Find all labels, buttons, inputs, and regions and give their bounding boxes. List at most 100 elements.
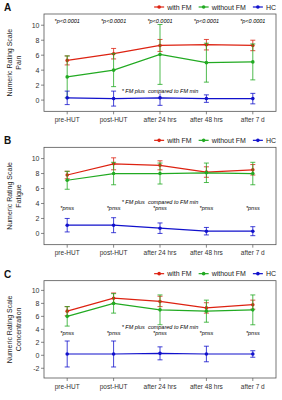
marks xyxy=(65,293,256,367)
error-bar xyxy=(111,341,116,367)
y-tick-label: 4 xyxy=(36,67,40,74)
point xyxy=(65,315,69,319)
y-axis-label-line: Concentration xyxy=(15,307,22,351)
x-tick-label: post-HUT xyxy=(100,116,128,124)
x-tick xyxy=(252,378,253,381)
point xyxy=(251,352,255,356)
point xyxy=(251,172,255,176)
y-tick xyxy=(41,203,44,204)
point xyxy=(112,172,116,176)
legend-item: without FM xyxy=(199,4,246,11)
point xyxy=(158,172,162,176)
point xyxy=(158,226,162,230)
legend-label: with FM xyxy=(166,4,192,11)
x-tick xyxy=(160,111,161,114)
y-tick xyxy=(41,329,44,330)
point xyxy=(205,309,209,313)
y-axis-label-line: Numeric Rating Scale xyxy=(6,29,14,97)
y-tick xyxy=(41,342,44,343)
legend: with FMwithout FMHC xyxy=(154,137,276,144)
y-tick-label: 2 xyxy=(36,82,40,89)
point xyxy=(251,308,255,312)
error-bar xyxy=(158,163,163,184)
legend-item: with FM xyxy=(154,4,192,11)
y-axis-label-line: Pain xyxy=(15,56,22,70)
y-tick-label: 2 xyxy=(36,339,40,346)
legend-marker xyxy=(157,5,161,9)
error-bar xyxy=(65,307,70,326)
point xyxy=(158,53,162,57)
legend-item: HC xyxy=(253,270,276,277)
x-tick xyxy=(252,245,253,248)
y-axis-label-line: Fatigue xyxy=(15,184,23,207)
point xyxy=(205,171,209,175)
y-tick-label: -2 xyxy=(33,365,39,372)
error-bar xyxy=(111,218,116,233)
x-tick-label: after 7 d xyxy=(241,116,265,123)
error-bar xyxy=(250,351,255,357)
panel: 0246810pre-HUTpost-HUTafter 24 hrsafter … xyxy=(4,2,276,124)
error-bar xyxy=(65,91,70,104)
x-tick-label: pre-HUT xyxy=(55,116,80,124)
x-tick xyxy=(160,378,161,381)
y-tick xyxy=(41,303,44,304)
x-tick xyxy=(113,111,114,114)
error-bar xyxy=(204,300,209,322)
point xyxy=(65,178,69,182)
x-tick xyxy=(67,378,68,381)
y-tick xyxy=(41,173,44,174)
series xyxy=(65,162,256,189)
x-tick xyxy=(206,378,207,381)
legend-marker xyxy=(202,139,206,143)
series xyxy=(65,218,256,236)
x-tick xyxy=(67,245,68,248)
error-bar xyxy=(250,44,255,80)
annotation: *p<0.0001 xyxy=(55,18,80,24)
legend-item: with FM xyxy=(154,270,192,277)
series xyxy=(65,294,256,326)
x-tick-label: post-HUT xyxy=(100,383,128,391)
annotation: * FM plus compared to FM min xyxy=(122,324,199,330)
legend-label: without FM xyxy=(211,137,246,144)
y-tick-label: 4 xyxy=(36,200,40,207)
point xyxy=(112,352,116,356)
error-bar xyxy=(158,347,163,360)
error-bar xyxy=(204,163,209,182)
error-bar xyxy=(250,162,255,184)
y-tick xyxy=(41,368,44,369)
point xyxy=(251,97,255,101)
error-bar xyxy=(65,171,70,189)
y-axis-label-line: Numeric Rating Scale xyxy=(6,162,14,230)
plot-frame xyxy=(44,14,276,111)
y-axis-label: Numeric Rating ScaleFatigue xyxy=(6,162,23,230)
point xyxy=(205,352,209,356)
legend-marker xyxy=(202,5,206,9)
y-tick-label: 0 xyxy=(36,97,40,104)
y-tick-label: 8 xyxy=(36,37,40,44)
legend-label: without FM xyxy=(211,4,246,11)
x-tick xyxy=(113,378,114,381)
point xyxy=(205,61,209,65)
legend-marker xyxy=(256,272,260,276)
legend: with FMwithout FMHC xyxy=(154,4,276,11)
series xyxy=(65,24,256,97)
error-bar xyxy=(111,54,116,87)
plot-frame xyxy=(44,147,276,244)
annotation: *p<0.0001 xyxy=(101,18,126,24)
point xyxy=(158,352,162,356)
annotation: *p<0.0001 xyxy=(147,18,172,24)
y-tick xyxy=(41,355,44,356)
legend-item: with FM xyxy=(154,137,192,144)
y-axis-label: Numeric Rating ScalePain xyxy=(6,29,21,97)
point xyxy=(112,302,116,306)
point xyxy=(251,60,255,64)
marks xyxy=(65,24,256,106)
marks xyxy=(65,158,256,236)
y-tick-label: 10 xyxy=(32,287,40,294)
point xyxy=(65,223,69,227)
y-tick-label: 10 xyxy=(32,22,40,29)
plot-frame xyxy=(44,281,276,378)
y-tick xyxy=(41,158,44,159)
panel: 0246810pre-HUTpost-HUTafter 24 hrsafter … xyxy=(4,135,276,257)
x-tick xyxy=(67,111,68,114)
